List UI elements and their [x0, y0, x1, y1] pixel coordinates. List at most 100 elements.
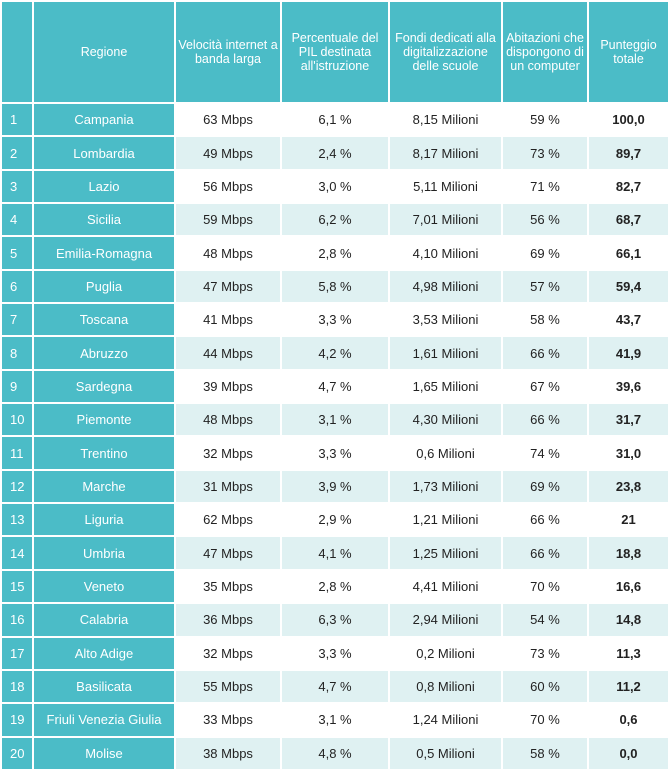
speed-cell: 38 Mbps [176, 737, 282, 771]
rank-cell: 17 [2, 637, 34, 671]
speed-cell: 35 Mbps [176, 570, 282, 605]
table-row: 15 Veneto 35 Mbps 2,8 % 4,41 Milioni 70 % 16,6 [2, 570, 668, 605]
funds-cell: 1,24 Milioni [390, 704, 503, 738]
table-row: 14 Umbria 47 Mbps 4,1 % 1,25 Milioni 66 % 18,8 [2, 537, 668, 571]
rank-cell: 4 [2, 204, 34, 238]
table-row: 3 Lazio 56 Mbps 3,0 % 5,11 Milioni 71 % 82,7 [2, 170, 668, 205]
funds-cell: 0,8 Milioni [390, 670, 503, 705]
computer-cell: 74 % [503, 437, 589, 471]
region-cell: Campania [34, 104, 176, 138]
speed-cell: 55 Mbps [176, 670, 282, 705]
region-cell: Sicilia [34, 204, 176, 238]
funds-cell: 4,98 Milioni [390, 270, 503, 305]
gdp-cell: 3,3 % [282, 637, 390, 671]
rank-cell: 19 [2, 704, 34, 738]
score-cell: 0,6 [589, 704, 668, 738]
region-cell: Trentino [34, 437, 176, 471]
computer-cell: 54 % [503, 604, 589, 638]
gdp-cell: 2,9 % [282, 504, 390, 538]
score-cell: 11,2 [589, 670, 668, 705]
score-cell: 68,7 [589, 204, 668, 238]
computer-cell: 69 % [503, 470, 589, 505]
region-cell: Emilia-Romagna [34, 237, 176, 271]
computer-cell: 66 % [503, 504, 589, 538]
table-row: 8 Abruzzo 44 Mbps 4,2 % 1,61 Milioni 66 % 41,9 [2, 337, 668, 371]
region-cell: Sardegna [34, 370, 176, 405]
table-row: 16 Calabria 36 Mbps 6,3 % 2,94 Milioni 54 % 14… [2, 604, 668, 638]
computer-cell: 71 % [503, 170, 589, 205]
table-row: 19 Friuli Venezia Giulia 33 Mbps 3,1 % 1,24 … [2, 704, 668, 738]
gdp-cell: 6,1 % [282, 104, 390, 138]
funds-cell: 1,21 Milioni [390, 504, 503, 538]
score-cell: 11,3 [589, 637, 668, 671]
gdp-cell: 4,7 % [282, 670, 390, 705]
computer-cell: 69 % [503, 237, 589, 271]
region-cell: Puglia [34, 270, 176, 305]
table-row: 17 Alto Adige 32 Mbps 3,3 % 0,2 Milioni 73 % 1… [2, 637, 668, 671]
funds-cell: 0,2 Milioni [390, 637, 503, 671]
region-cell: Lombardia [34, 137, 176, 171]
score-cell: 23,8 [589, 470, 668, 505]
speed-cell: 49 Mbps [176, 137, 282, 171]
table-row: 13 Liguria 62 Mbps 2,9 % 1,21 Milioni 66 % 21 [2, 504, 668, 538]
score-cell: 89,7 [589, 137, 668, 171]
header-broadband-speed: Velocità internet a banda larga [176, 2, 282, 104]
gdp-cell: 3,1 % [282, 404, 390, 438]
computer-cell: 60 % [503, 670, 589, 705]
gdp-cell: 4,8 % [282, 737, 390, 771]
computer-cell: 66 % [503, 537, 589, 571]
speed-cell: 63 Mbps [176, 104, 282, 138]
rank-cell: 8 [2, 337, 34, 371]
funds-cell: 1,25 Milioni [390, 537, 503, 571]
computer-cell: 70 % [503, 570, 589, 605]
score-cell: 21 [589, 504, 668, 538]
table-row: 9 Sardegna 39 Mbps 4,7 % 1,65 Milioni 67 % 39,… [2, 370, 668, 405]
speed-cell: 56 Mbps [176, 170, 282, 205]
rank-cell: 2 [2, 137, 34, 171]
funds-cell: 5,11 Milioni [390, 170, 503, 205]
funds-cell: 8,15 Milioni [390, 104, 503, 138]
funds-cell: 0,5 Milioni [390, 737, 503, 771]
region-cell: Friuli Venezia Giulia [34, 704, 176, 738]
speed-cell: 33 Mbps [176, 704, 282, 738]
speed-cell: 47 Mbps [176, 537, 282, 571]
speed-cell: 47 Mbps [176, 270, 282, 305]
computer-cell: 66 % [503, 404, 589, 438]
table-row: 12 Marche 31 Mbps 3,9 % 1,73 Milioni 69 % 23,8 [2, 470, 668, 505]
gdp-cell: 3,1 % [282, 704, 390, 738]
table-row: 20 Molise 38 Mbps 4,8 % 0,5 Milioni 58 % 0,0 [2, 737, 668, 771]
rank-cell: 6 [2, 270, 34, 305]
table-row: 10 Piemonte 48 Mbps 3,1 % 4,30 Milioni 66 % 31… [2, 404, 668, 438]
speed-cell: 48 Mbps [176, 404, 282, 438]
gdp-cell: 3,3 % [282, 304, 390, 338]
table-row: 18 Basilicata 55 Mbps 4,7 % 0,8 Milioni 60 % 1… [2, 670, 668, 705]
gdp-cell: 4,2 % [282, 337, 390, 371]
score-cell: 0,0 [589, 737, 668, 771]
rank-cell: 18 [2, 670, 34, 705]
gdp-cell: 2,8 % [282, 237, 390, 271]
header-digitalization-funds: Fondi dedicati alla digitalizzazione del… [390, 2, 503, 104]
speed-cell: 31 Mbps [176, 470, 282, 505]
table-row: 6 Puglia 47 Mbps 5,8 % 4,98 Milioni 57 % 59,4 [2, 270, 668, 305]
rank-cell: 3 [2, 170, 34, 205]
speed-cell: 62 Mbps [176, 504, 282, 538]
funds-cell: 3,53 Milioni [390, 304, 503, 338]
score-cell: 31,7 [589, 404, 668, 438]
gdp-cell: 3,9 % [282, 470, 390, 505]
computer-cell: 58 % [503, 304, 589, 338]
computer-cell: 67 % [503, 370, 589, 405]
rank-cell: 11 [2, 437, 34, 471]
gdp-cell: 5,8 % [282, 270, 390, 305]
rank-cell: 14 [2, 537, 34, 571]
region-cell: Marche [34, 470, 176, 505]
computer-cell: 57 % [503, 270, 589, 305]
region-cell: Piemonte [34, 404, 176, 438]
computer-cell: 73 % [503, 637, 589, 671]
score-cell: 59,4 [589, 270, 668, 305]
rank-cell: 7 [2, 304, 34, 338]
gdp-cell: 6,2 % [282, 204, 390, 238]
score-cell: 82,7 [589, 170, 668, 205]
speed-cell: 48 Mbps [176, 237, 282, 271]
rank-cell: 10 [2, 404, 34, 438]
funds-cell: 1,73 Milioni [390, 470, 503, 505]
